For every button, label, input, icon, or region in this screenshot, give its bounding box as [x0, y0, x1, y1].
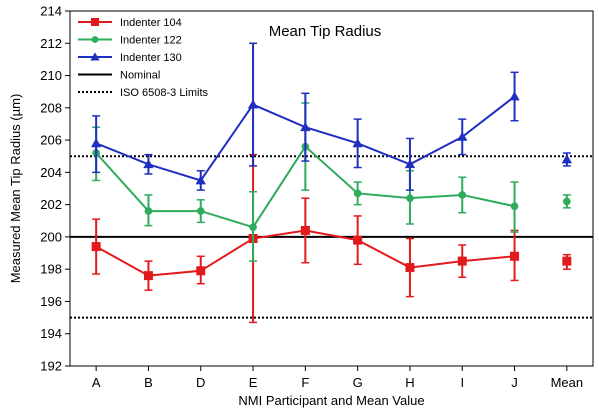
plot-frame — [69, 10, 594, 367]
chart-title: Mean Tip Radius — [269, 23, 382, 40]
data-point — [406, 194, 414, 203]
y-tick-label: 208 — [40, 100, 62, 115]
legend-label: Indenter 104 — [120, 17, 182, 29]
data-point — [510, 202, 519, 211]
data-point — [562, 256, 572, 266]
legend-marker — [90, 52, 100, 61]
data-point — [300, 122, 311, 132]
data-point — [352, 138, 363, 148]
y-tick-label: 214 — [40, 4, 62, 19]
data-point — [143, 159, 154, 169]
data-point — [563, 197, 571, 206]
data-point — [457, 131, 468, 141]
legend-label: Nominal — [120, 70, 160, 82]
data-point — [510, 251, 520, 261]
data-point — [249, 223, 257, 232]
data-point — [300, 225, 310, 235]
data-point — [404, 159, 416, 169]
x-tick-label: H — [405, 375, 414, 390]
y-tick-label: 192 — [40, 359, 62, 374]
x-tick-label: I — [460, 375, 464, 390]
x-tick-label: G — [353, 375, 363, 390]
data-point — [90, 138, 102, 148]
x-tick-label: J — [511, 375, 518, 390]
data-point — [458, 191, 467, 199]
y-tick-label: 202 — [40, 197, 62, 212]
data-point — [91, 242, 101, 252]
x-tick-label: A — [92, 375, 101, 390]
data-point — [143, 271, 153, 281]
x-tick-label: D — [196, 375, 205, 390]
y-tick-label: 206 — [40, 133, 62, 148]
x-axis-title: NMI Participant and Mean Value — [238, 393, 424, 408]
y-axis-title: Measured Mean Tip Radius (µm) — [8, 94, 23, 284]
legend-label: Indenter 130 — [120, 52, 182, 64]
x-tick-label: B — [144, 375, 153, 390]
y-tick-label: 198 — [40, 262, 62, 277]
legend: Indenter 104 Indenter 122 Indenter 130 Nomi… — [78, 17, 209, 99]
data-point — [405, 263, 415, 273]
y-tick-label: 200 — [40, 229, 62, 244]
data-point — [353, 235, 363, 245]
data-point — [457, 256, 467, 266]
data-point — [195, 175, 206, 185]
data-point — [196, 266, 206, 276]
legend-label: ISO 6508-3 Limits — [120, 87, 209, 99]
legend-marker — [91, 18, 99, 26]
data-point — [353, 189, 362, 198]
x-tick-label: Mean — [551, 375, 584, 390]
series-indenter-104 — [91, 153, 572, 324]
series-indenter-130 — [90, 42, 573, 191]
legend-label: Indenter 122 — [120, 35, 182, 47]
data-point — [509, 91, 520, 101]
y-tick-label: 194 — [40, 326, 62, 341]
data-point — [247, 99, 259, 109]
y-tick-label: 212 — [40, 36, 62, 51]
y-tick-label: 196 — [40, 294, 62, 309]
y-tick-label: 204 — [40, 165, 62, 180]
data-point — [561, 154, 573, 164]
data-point — [144, 207, 153, 215]
x-tick-label: F — [301, 375, 309, 390]
y-tick-label: 210 — [40, 68, 62, 83]
legend-marker — [91, 36, 99, 43]
x-tick-label: E — [249, 375, 258, 390]
data-point — [196, 207, 205, 215]
